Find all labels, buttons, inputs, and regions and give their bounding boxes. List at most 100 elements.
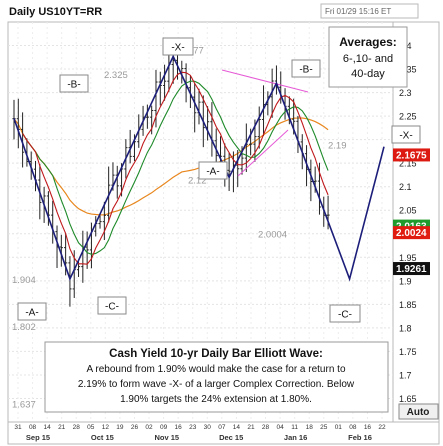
x-day-tick: 04 <box>276 424 284 431</box>
x-day-tick: 21 <box>247 424 255 431</box>
wave-label: -A- <box>25 308 38 319</box>
y-tick-label: 2.35 <box>399 65 417 75</box>
x-day-tick: 19 <box>116 424 124 431</box>
level-label: 1.637 <box>12 400 36 411</box>
timestamp-box <box>320 3 419 19</box>
wave-path-layer <box>13 54 385 282</box>
y-tick-label: 2.25 <box>399 112 417 122</box>
x-day-tick: 28 <box>73 424 81 431</box>
y-tick-label: 2.05 <box>399 206 417 216</box>
x-day-tick: 09 <box>160 424 168 431</box>
averages-line2: 40-day <box>351 68 385 80</box>
level-label: 2.12 <box>188 175 207 186</box>
level-label: 2.0004 <box>258 230 287 241</box>
ma10-layer <box>22 80 329 255</box>
y-tick-label: 1.95 <box>399 253 417 263</box>
x-month-label: Sep 15 <box>26 433 50 442</box>
annotation-title: Cash Yield 10-yr Daily Bar Elliott Wave: <box>109 348 323 360</box>
y-tick-label: 1.75 <box>399 347 417 357</box>
wave-label: -C- <box>338 310 352 321</box>
wave-label: -X- <box>171 43 184 54</box>
level-label: 1.802 <box>12 322 36 333</box>
wave-label-box <box>391 125 421 144</box>
x-axis-ticks: 31 08 14 21 28 05 12 19 26 02 09 16 23 30 07 14 21 28 04 11… <box>14 424 386 442</box>
price-tag-label: 2.0024 <box>396 228 427 239</box>
x-day-tick: 25 <box>320 424 328 431</box>
x-day-tick: 11 <box>291 424 298 431</box>
x-day-tick: 07 <box>218 424 226 431</box>
y-tick-label: 1.9 <box>399 276 412 286</box>
triangle-lines <box>221 69 309 177</box>
ma6-line <box>22 71 329 265</box>
auto-scale-button[interactable] <box>398 403 439 420</box>
wave-label-box <box>291 59 321 78</box>
ma6-layer <box>22 71 329 265</box>
y-tick-label: 2.15 <box>399 159 417 169</box>
wave-label: -B- <box>299 65 312 76</box>
wave-label: -C- <box>105 302 119 313</box>
x-day-tick: 12 <box>102 424 110 431</box>
wave-label-box <box>329 304 361 323</box>
triangle-lower-line <box>237 129 289 177</box>
wave-label-box <box>162 37 194 56</box>
y-tick-label: 1.85 <box>399 300 417 310</box>
level-label: 2.325 <box>104 70 128 81</box>
x-day-tick: 18 <box>306 424 314 431</box>
annotation-line3: 1.90% targets the 24% extension at 1.80%… <box>120 394 312 405</box>
wave-label: -B- <box>67 80 80 91</box>
x-day-tick: 28 <box>262 424 270 431</box>
price-tag <box>393 148 430 162</box>
annotation-box <box>44 341 389 413</box>
wave-label: -A- <box>206 167 219 178</box>
x-day-tick: 08 <box>349 424 357 431</box>
x-day-tick: 31 <box>14 424 22 431</box>
y-tick-label: 1.65 <box>399 394 417 404</box>
price-tag <box>393 226 430 240</box>
wave-path <box>13 54 385 282</box>
chart-title: Daily US10YT=RR <box>9 6 102 18</box>
price-tag-label: 1.9261 <box>396 264 427 275</box>
y-tick-label: 1.8 <box>399 323 412 333</box>
x-day-tick: 30 <box>204 424 212 431</box>
x-day-tick: 16 <box>364 424 372 431</box>
x-month-label: Oct 15 <box>91 433 114 442</box>
wave-label-box <box>59 74 89 93</box>
wave-label-box <box>97 296 127 315</box>
price-tag-label: 2.1675 <box>396 150 427 161</box>
x-day-tick: 22 <box>378 424 386 431</box>
x-month-label: Jan 16 <box>284 433 307 442</box>
annotation-line1: A rebound from 1.90% would make the case… <box>86 364 345 375</box>
level-label: 1.904 <box>12 275 36 286</box>
x-month-label: Dec 15 <box>219 433 243 442</box>
bottom-axis-panel <box>7 421 440 445</box>
x-day-tick: 26 <box>131 424 139 431</box>
wave-label: -X- <box>399 131 412 142</box>
x-month-label: Nov 15 <box>154 433 179 442</box>
x-day-tick: 05 <box>87 424 95 431</box>
averages-title: Averages: <box>339 35 397 49</box>
x-day-tick: 14 <box>233 424 241 431</box>
annotation-line2: 2.19% to form wave -X- of a larger Compl… <box>78 379 355 390</box>
triangle-upper-line <box>221 69 309 93</box>
timestamp: Fri 01/29 15:16 ET <box>325 7 391 16</box>
y-tick-label: 2.3 <box>399 88 412 98</box>
x-day-tick: 14 <box>44 424 52 431</box>
x-day-tick: 02 <box>145 424 153 431</box>
x-day-tick: 01 <box>335 424 343 431</box>
x-day-tick: 16 <box>175 424 183 431</box>
auto-scale-label[interactable]: Auto <box>407 407 430 418</box>
y-tick-label: 2.1 <box>399 182 412 192</box>
wave-label-box <box>17 302 47 321</box>
y-tick-label: 1.7 <box>399 370 412 380</box>
ma10-line <box>22 80 329 255</box>
level-label: 2.19 <box>328 140 347 151</box>
price-tag <box>393 262 430 276</box>
candles-layer <box>12 54 330 307</box>
x-day-tick: 23 <box>189 424 197 431</box>
averages-line1: 6-,10- and <box>343 53 393 65</box>
x-day-tick: 21 <box>58 424 66 431</box>
x-month-label: Feb 16 <box>348 433 372 442</box>
averages-box <box>328 26 408 88</box>
